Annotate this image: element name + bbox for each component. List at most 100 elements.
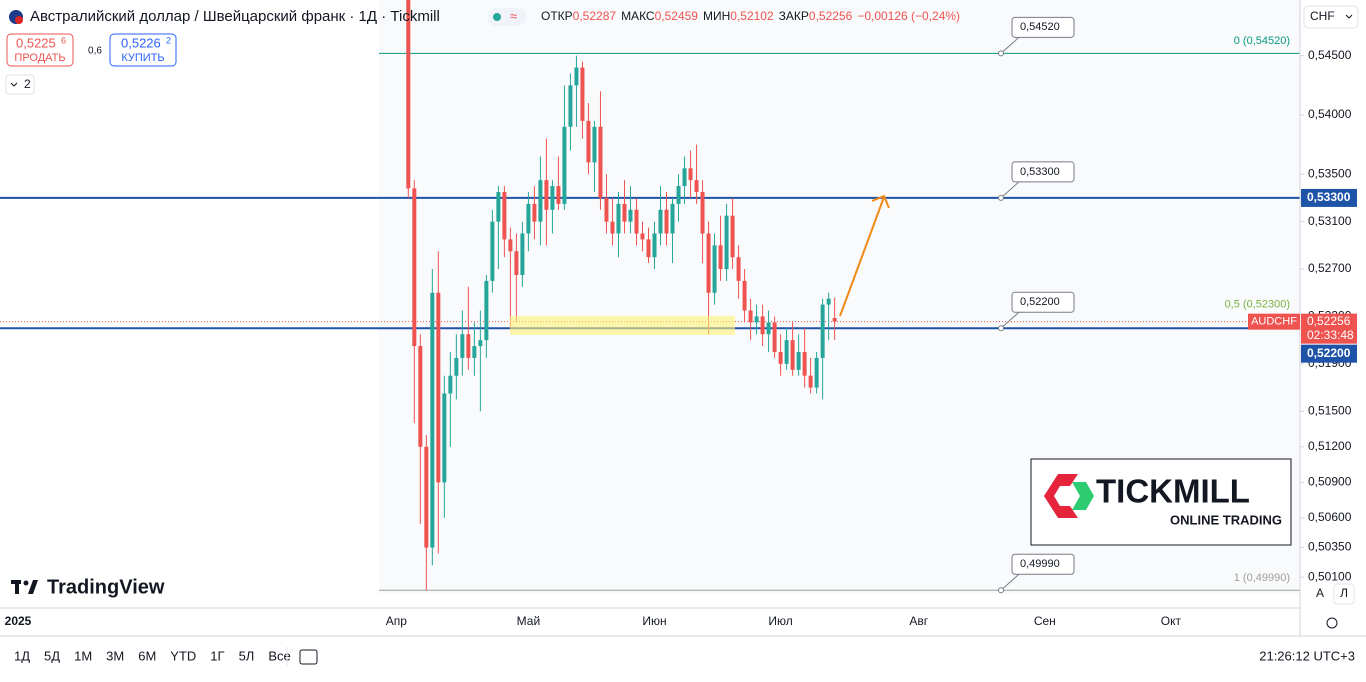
timeframe-button[interactable]: 5Л (239, 648, 255, 663)
candle-body (484, 280, 489, 341)
candle-body (610, 221, 615, 234)
sell-price-sup: 6 (61, 35, 66, 45)
candle-body (724, 215, 729, 270)
candle-body (676, 186, 681, 204)
y-tick-label: 0,52700 (1308, 261, 1352, 275)
indicators-toggle[interactable] (5, 74, 35, 95)
callout-anchor (998, 194, 1004, 201)
symbol-title: Австралийский доллар / Швейцарский франк… (30, 8, 440, 25)
candle-body (538, 180, 543, 222)
candle-body (820, 304, 825, 358)
candle-body (568, 85, 573, 127)
y-tick-label: 0,50600 (1308, 510, 1352, 524)
sell-button[interactable] (6, 33, 74, 67)
candle-body (562, 126, 567, 204)
candle-body (814, 357, 819, 388)
candle-body (466, 334, 471, 358)
callout-tail (1000, 572, 1021, 591)
candle-body (718, 245, 723, 270)
level-badge (1301, 188, 1357, 207)
candle-body (646, 239, 651, 258)
candle-body (628, 209, 633, 222)
ohlc-label: ЗАКР (779, 9, 809, 23)
timeframe-button[interactable]: 5Д (44, 648, 60, 663)
chevron (1345, 14, 1353, 19)
fib-label: 1 (0,49990) (1234, 572, 1290, 584)
candle-body (580, 67, 585, 121)
callout-anchor (998, 50, 1004, 57)
sell-label: ПРОДАТЬ (14, 52, 65, 64)
candle-body (706, 233, 711, 293)
candle-body (760, 316, 765, 335)
candle-body (658, 209, 663, 234)
y-tick-label: 0,50350 (1308, 540, 1352, 554)
ohlc-legend: ОТКР 0,52287 МАКС 0,52459 МИН 0,52102 ЗАКР 0,52… (541, 9, 960, 23)
candle-body (700, 192, 705, 234)
ohlc-label: МИН (703, 9, 730, 23)
forecast-arrow (839, 194, 890, 317)
ohlc-value: 0,52256 (809, 9, 853, 23)
candle-body (832, 317, 837, 322)
candle-body (520, 233, 525, 275)
y-tick-label: 0,54500 (1308, 48, 1352, 62)
timeframe-button[interactable]: 1Д (14, 648, 30, 663)
candle-body (688, 168, 693, 181)
candle-body (472, 346, 477, 358)
candle-body (406, 0, 411, 189)
candle-body (772, 322, 777, 352)
candle-body (736, 257, 741, 281)
candle-body (556, 186, 561, 204)
status-badge[interactable] (487, 8, 527, 26)
candle-body (694, 180, 699, 192)
callout-tail (1000, 310, 1021, 329)
callout-box (1011, 553, 1075, 575)
candle-body (748, 310, 753, 323)
x-tick-label: Июл (768, 614, 792, 628)
candle-body (418, 346, 423, 447)
timeframe-button[interactable]: YTD (170, 648, 196, 663)
candle-body (448, 375, 453, 394)
candle-body (652, 233, 657, 258)
candle-body (424, 446, 429, 548)
candle-body (526, 203, 531, 234)
buy-button[interactable] (109, 33, 177, 67)
status-dot (493, 13, 501, 21)
callout-tail (1000, 35, 1021, 54)
callout-box (1011, 16, 1075, 38)
x-tick-label: 2025 (5, 614, 32, 628)
x-tick-label: Апр (386, 614, 408, 628)
timeframe-button[interactable]: 1Г (210, 648, 224, 663)
candle-body (664, 209, 669, 234)
timeframe-button[interactable]: 3М (106, 648, 124, 663)
candle-body (430, 292, 435, 548)
currency-select[interactable] (1303, 5, 1359, 29)
x-tick-label: Сен (1034, 614, 1056, 628)
broker-icon (1044, 474, 1078, 518)
candle-body (544, 180, 549, 210)
x-tick-label: Окт (1161, 614, 1182, 628)
price-badge (1301, 313, 1357, 344)
candle-body (742, 280, 747, 311)
log-scale-button[interactable]: Л (1340, 586, 1348, 600)
auto-scale-button[interactable]: A (1316, 586, 1324, 600)
buy-price: 0,5226 (121, 35, 161, 50)
y-tick-label: 0,54000 (1308, 107, 1352, 121)
timeframe-button[interactable]: 6М (138, 648, 156, 663)
candle-body (766, 322, 771, 335)
candle-body (514, 251, 519, 275)
symbol-badge-text: AUDCHF (1251, 316, 1297, 328)
x-tick-label: Авг (909, 614, 928, 628)
candle-body (586, 120, 591, 163)
date-range-icon[interactable] (299, 649, 318, 665)
candle-body (802, 352, 807, 376)
y-tick-label: 0,51500 (1308, 403, 1352, 417)
callout-box (1011, 291, 1075, 313)
settings-icon[interactable] (1326, 617, 1338, 629)
x-tick-label: Май (517, 614, 541, 628)
candle-body (532, 203, 537, 222)
candle-body (682, 168, 687, 187)
timeframe-button[interactable]: 1М (74, 648, 92, 663)
broker-logo-box (1030, 458, 1292, 546)
candle-body (784, 340, 789, 364)
timeframe-button[interactable]: Все (268, 648, 290, 663)
